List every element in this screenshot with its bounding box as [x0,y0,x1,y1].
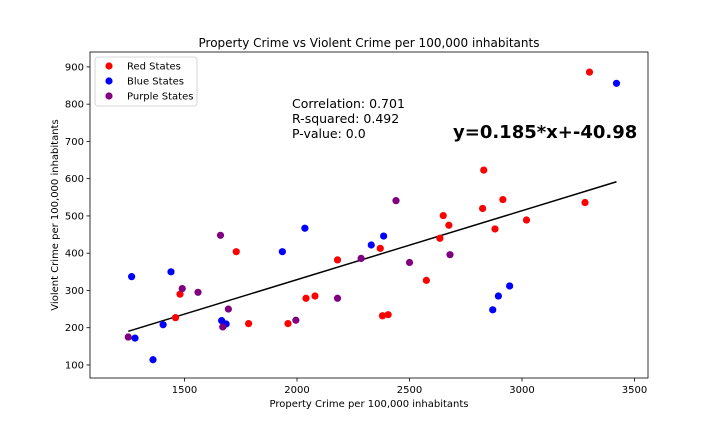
legend-entries: Red States Blue States Purple States [105,62,193,103]
x-tick-label: 3000 [509,385,534,396]
x-tick-label: 1500 [172,385,197,396]
y-axis-label: Violent Crime per 100,000 inhabitants [50,119,61,310]
y-tick-label: 300 [65,286,84,297]
blue-states-point [278,248,286,256]
y-tick-label: 700 [65,137,84,148]
blue-states-point [301,224,309,232]
chart-title: Property Crime vs Violent Crime per 100,… [199,36,540,50]
red-states-point [284,320,292,328]
red-states-point [491,225,499,233]
blue-states-point [380,232,388,240]
legend-marker-blue-states [105,77,113,85]
y-tick-label: 200 [65,323,84,334]
purple-states-point [219,323,227,331]
blue-states-point [159,321,167,329]
purple-states-point [392,197,400,205]
regression-layer [128,181,617,333]
legend-label-purple-states: Purple States [127,92,193,103]
purple-states-point [224,305,232,313]
y-tick-label: 100 [65,360,84,371]
correlation-annotation: Correlation: 0.701 [292,96,405,111]
purple-states-point [405,258,414,267]
y-tick-label: 400 [65,249,84,260]
y-tick-label: 900 [65,62,84,73]
purple-states-point [194,288,202,296]
legend-marker-purple-states [105,92,113,100]
blue-states-point [131,334,139,342]
legend-marker-red-states [105,62,113,70]
red-states-point [333,256,342,264]
red-states-point [445,221,453,229]
x-axis-ticks: 1500 2000 2500 3000 3500 [172,378,647,396]
x-tick-label: 3500 [622,385,647,396]
purple-states-point [178,284,186,293]
regression-equation: y=0.185*x+-40.98 [453,122,637,143]
x-tick-label: 2000 [284,385,309,396]
red-states-point [311,292,319,300]
red-states-point [480,166,488,174]
blue-states-point [367,241,375,249]
red-states-point [585,68,594,76]
y-axis-ticks: 100 200 300 400 500 600 700 800 900 [65,62,90,371]
red-states-point [384,311,392,319]
x-tick-label: 2500 [397,385,422,396]
red-states-point [171,314,180,322]
red-states-point [232,248,240,256]
purple-states-point [333,294,342,302]
blue-states-point [506,282,514,290]
red-states-point [176,290,184,298]
purple-states-point [216,231,225,239]
legend-label-blue-states: Blue States [127,77,184,88]
legend-box [94,56,198,107]
y-tick-label: 800 [65,100,84,111]
y-tick-label: 500 [65,211,84,222]
red-states-point [422,276,430,284]
blue-states-point [489,306,497,314]
purple-states-point [292,316,300,324]
r-squared-annotation: R-squared: 0.492 [292,111,399,126]
red-states-point [376,244,384,252]
red-states-point [302,294,310,302]
red-states-point [378,312,387,320]
purple-states-point [357,254,365,263]
x-axis-label: Property Crime per 100,000 inhabitants [270,399,469,410]
regression-line [128,181,617,333]
y-tick-label: 600 [65,174,84,185]
red-states-point [479,204,487,213]
purple-states-point [124,333,132,341]
legend-label-red-states: Red States [127,62,181,73]
red-states-point [581,198,589,207]
blue-states-point [167,268,175,276]
red-states-point [522,216,531,224]
red-states-point [499,195,507,204]
purple-states-point [446,251,454,259]
plot-frame [89,51,649,379]
blue-states-point [494,292,502,300]
red-states-point [245,320,253,328]
p-value-annotation: P-value: 0.0 [292,126,366,141]
legend: Red States Blue States Purple States [94,56,198,107]
blue-states-point [612,79,621,87]
blue-states-point [128,273,136,281]
red-states-point [439,211,447,220]
points-layer [124,68,621,364]
blue-states-point [149,356,157,364]
red-states-point [436,234,444,242]
